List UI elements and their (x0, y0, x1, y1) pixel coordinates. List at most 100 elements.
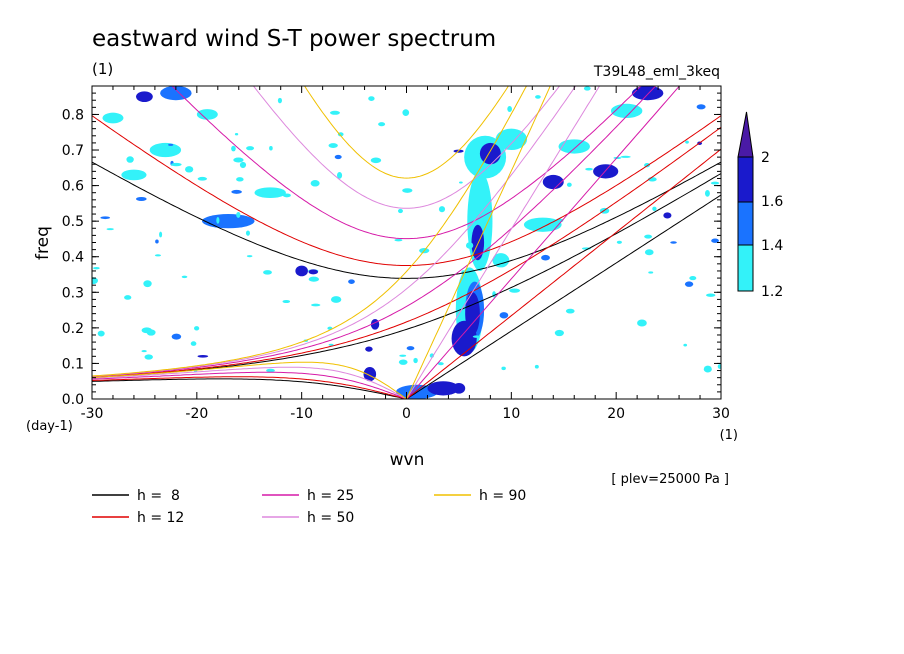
spectral-speckle (266, 368, 275, 373)
spectral-speckle (398, 359, 408, 365)
spectral-speckle (239, 161, 247, 169)
legend-label-h90: h = 90 (479, 488, 526, 504)
spectral-speckle (170, 162, 182, 167)
y-tick-label: 0.8 (62, 107, 84, 123)
spectral-speckle (124, 295, 132, 300)
spectral-power-contours (92, 86, 721, 399)
y-tick-label: 0.5 (62, 214, 84, 230)
spectral-speckle (328, 343, 334, 346)
spectral-speckle (565, 308, 575, 314)
spectral-speckle (581, 247, 592, 250)
colorbar-extend-arrow (737, 111, 754, 158)
spectral-speckle (685, 140, 689, 144)
spectral-speckle (348, 279, 355, 284)
spectral-speckle (146, 329, 156, 336)
dispersion-curve-h12 (92, 115, 721, 266)
spectral-speckle (194, 326, 200, 331)
colorbar-label: 2 (761, 150, 770, 166)
y-tick-label: 0.6 (62, 179, 84, 195)
x-axis-unit: (1) (720, 428, 738, 443)
spectral-speckle (368, 96, 375, 101)
spectral-speckle (141, 350, 147, 353)
spectral-speckle (336, 171, 343, 179)
spectral-speckle (269, 145, 273, 151)
spectral-speckle (370, 157, 382, 164)
spectral-speckle (92, 277, 98, 285)
spectral-speckle (585, 167, 593, 171)
spectral-speckle (181, 275, 188, 279)
spectral-speckle (246, 146, 255, 151)
spectral-speckle (234, 133, 239, 136)
spectral-speckle (507, 106, 512, 113)
spectral-speckle (93, 266, 100, 270)
spectral-speckle (277, 97, 282, 104)
spectral-speckle (308, 269, 319, 275)
dispersion-curve-h90 (406, 86, 551, 399)
spectral-speckle (171, 333, 182, 340)
x-tick-label: 20 (607, 406, 625, 422)
colorbar-label: 1.2 (761, 284, 783, 300)
spectral-speckle (703, 365, 712, 373)
spectral-blob (196, 109, 218, 120)
y-axis-label: freq (33, 226, 53, 260)
dispersion-curve-h25 (406, 86, 681, 399)
spectral-speckle (711, 238, 719, 243)
spectral-blob (451, 320, 477, 357)
spectral-speckle (458, 181, 463, 184)
spectral-speckle (583, 86, 591, 91)
spectral-speckle (106, 228, 114, 231)
spectral-speckle (378, 122, 386, 127)
spectral-speckle (499, 312, 509, 319)
legend-label-h12: h = 12 (137, 510, 184, 526)
spectral-speckle (136, 196, 147, 201)
spectral-speckle (620, 155, 631, 158)
colorbar-label: 1.4 (761, 238, 783, 254)
spectral-blob (254, 187, 286, 199)
dispersion-curve-h50 (92, 366, 407, 399)
spectral-speckle (696, 104, 706, 110)
spectral-blob (202, 214, 255, 229)
spectral-blob (479, 142, 501, 165)
x-tick-label: -20 (185, 406, 208, 422)
dispersion-curve-h8 (92, 378, 407, 399)
spectral-speckle (710, 181, 720, 185)
spectral-speckle (413, 357, 418, 364)
spectral-speckle (334, 154, 342, 160)
spectral-speckle (330, 296, 342, 303)
spectral-speckle (644, 162, 651, 168)
spectral-speckle (308, 276, 320, 282)
spectral-speckle (717, 364, 721, 369)
spectral-blob (558, 139, 590, 154)
spectral-blob (495, 128, 528, 151)
x-tick-label: 0 (402, 406, 411, 422)
dispersion-curve-h8 (92, 173, 721, 378)
spectral-blob (363, 366, 377, 382)
dispersion-curve-h25 (171, 86, 642, 240)
spectral-speckle (541, 254, 550, 261)
spectral-speckle (311, 303, 321, 307)
spectral-speckle (472, 335, 480, 338)
spectral-speckle (644, 249, 654, 256)
legend-label-h50: h = 50 (307, 510, 354, 526)
spectral-speckle (566, 182, 572, 187)
spectral-speckle (554, 329, 564, 337)
dispersion-curve-h12 (92, 126, 721, 378)
dispersion-curve-h25 (92, 371, 407, 399)
colorbar-segment (737, 156, 754, 203)
dispersion-curve-h8 (92, 161, 721, 279)
spectral-speckle (236, 177, 244, 182)
y-tick-label: 0.1 (62, 356, 84, 372)
dispersion-curve-h12 (92, 376, 407, 399)
y-axis-unit: (day-1) (26, 419, 73, 434)
dispersion-curve-h12 (406, 148, 721, 399)
spectral-speckle (652, 206, 657, 212)
spectral-speckle (328, 143, 338, 148)
colorbar-segment (737, 244, 754, 292)
spectral-blob (631, 86, 664, 101)
spectral-speckle (190, 341, 197, 346)
spectral-speckle (143, 280, 152, 288)
spectral-speckle (231, 189, 242, 194)
x-tick-label: -30 (81, 406, 104, 422)
spectral-speckle (437, 362, 444, 366)
